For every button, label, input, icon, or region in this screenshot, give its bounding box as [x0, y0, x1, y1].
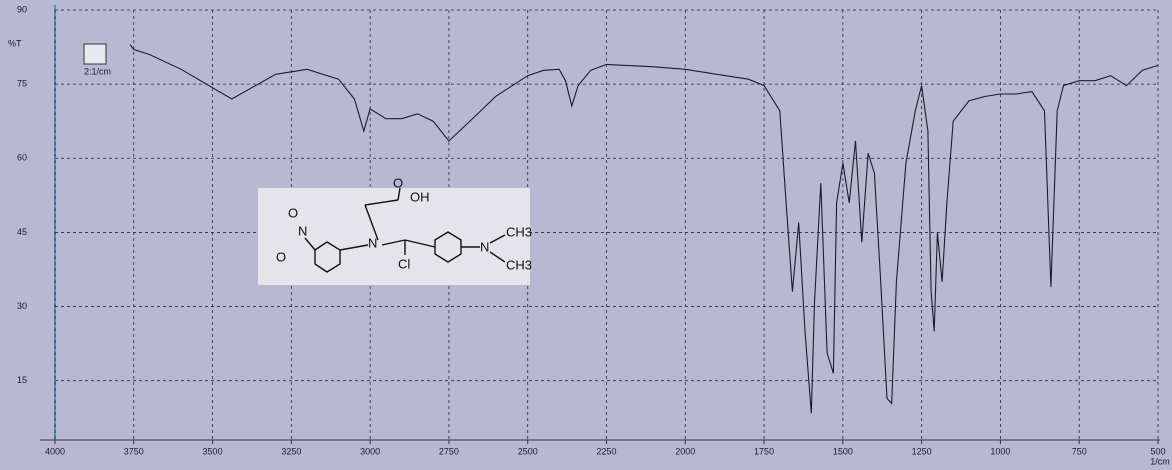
spectrum-line — [129, 44, 1159, 414]
x-tick-label: 750 — [1072, 446, 1087, 456]
structure-label: CH3 — [506, 257, 532, 272]
x-tick-label: 1750 — [754, 446, 774, 456]
structure-label: OH — [410, 189, 430, 204]
x-tick-label: 500 — [1150, 446, 1165, 456]
y-tick-label: 60 — [17, 153, 27, 163]
x-tick-label: 1250 — [912, 446, 932, 456]
x-tick-label: 2500 — [518, 446, 538, 456]
x-tick-label: 2250 — [596, 446, 616, 456]
x-tick-label: 1000 — [990, 446, 1010, 456]
y-tick-label: 30 — [17, 301, 27, 311]
structure-label: N — [480, 239, 489, 254]
structure-label: O — [276, 249, 286, 264]
y-tick-label: 90 — [17, 4, 27, 14]
structure-label: N — [298, 223, 307, 238]
resolution-label: 2:1/cm — [84, 66, 111, 76]
y-tick-label: 45 — [17, 227, 27, 237]
x-tick-label: 2000 — [675, 446, 695, 456]
y-axis-label: %T — [8, 38, 22, 48]
icon — [83, 43, 107, 65]
x-axis-label: 1/cm — [1150, 456, 1170, 466]
x-tick-label: 4000 — [45, 446, 65, 456]
x-tick-label: 3750 — [124, 446, 144, 456]
structure: O N O O OH N Cl N CH3 CH3 — [258, 175, 532, 285]
structure-label: CH3 — [506, 224, 532, 239]
x-tick-label: 3000 — [360, 446, 380, 456]
x-tick-label: 3500 — [203, 446, 223, 456]
structure-label: Cl — [398, 256, 410, 271]
y-tick-label: 75 — [17, 79, 27, 89]
structure-label: O — [393, 175, 403, 190]
structure-label: O — [288, 205, 298, 220]
x-tick-label: 1500 — [833, 446, 853, 456]
x-tick-label: 3250 — [281, 446, 301, 456]
x-tick-label: 2750 — [439, 446, 459, 456]
structure-label: N — [368, 235, 377, 250]
y-tick-label: 15 — [17, 375, 27, 385]
